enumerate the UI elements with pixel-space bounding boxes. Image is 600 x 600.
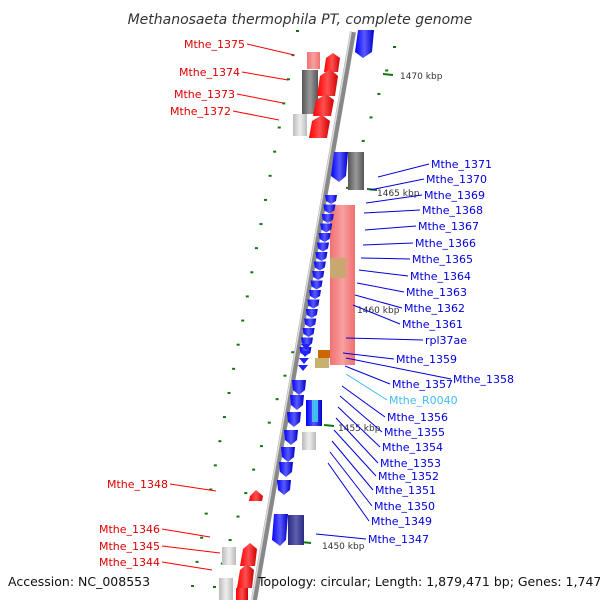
gene-arrow-small[interactable] <box>315 252 328 261</box>
gene-arrow-small[interactable] <box>323 204 336 214</box>
gene-label-mthe_1375[interactable]: Mthe_1375 <box>184 38 245 51</box>
gene-label-mthe_1364[interactable]: Mthe_1364 <box>410 270 471 283</box>
gene-label-mthe_1345[interactable]: Mthe_1345 <box>99 540 160 553</box>
gene-label-mthe_1365[interactable]: Mthe_1365 <box>412 253 473 266</box>
left-label-group: Mthe_1375 Mthe_1374 Mthe_1373 Mthe_1372 Mthe… <box>99 38 295 571</box>
genome-backbone <box>251 31 356 600</box>
gene-label-mthe_1363[interactable]: Mthe_1363 <box>406 286 467 299</box>
gene-label-mthe_1362[interactable]: Mthe_1362 <box>404 302 465 315</box>
gene-Mthe_R0040[interactable] <box>312 400 318 422</box>
gene-arrow-lower[interactable] <box>287 412 301 427</box>
gene-label-mthe_1352[interactable]: Mthe_1352 <box>378 470 439 483</box>
gene-arrow-small[interactable] <box>318 233 331 242</box>
gene-label-rpl37ae[interactable]: rpl37ae <box>425 334 467 347</box>
gene-arrow-1374[interactable] <box>317 69 338 96</box>
forward-strand-genes[interactable] <box>219 52 340 600</box>
gene-label-mthe_1367[interactable]: Mthe_1367 <box>418 220 479 233</box>
gene-arrow-1371[interactable] <box>331 152 348 182</box>
gene-arrow-small[interactable] <box>310 280 323 290</box>
gene-label-mthe_1346[interactable]: Mthe_1346 <box>99 523 160 536</box>
gene-arrow-1373[interactable] <box>313 94 334 116</box>
kbp-label-1470: 1470 kbp <box>400 72 443 82</box>
gene-label-mthe_1354[interactable]: Mthe_1354 <box>382 441 443 454</box>
gene-label-mthe_1358[interactable]: Mthe_1358 <box>453 373 514 386</box>
gene-label-mthe_1350[interactable]: Mthe_1350 <box>374 500 435 513</box>
gene-label-mthe_1371[interactable]: Mthe_1371 <box>431 158 492 171</box>
gene-label-mthe_1344[interactable]: Mthe_1344 <box>99 556 160 569</box>
gene-arrow-tiny[interactable] <box>299 358 309 364</box>
gene-arrow-lower[interactable] <box>277 480 291 495</box>
gene-Mthe_1374[interactable] <box>302 70 318 114</box>
gene-label-mthe_1366[interactable]: Mthe_1366 <box>415 237 476 250</box>
gene-Mthe_1359-block[interactable] <box>315 358 329 368</box>
gene-label-mthe_1347[interactable]: Mthe_1347 <box>368 533 429 546</box>
gene-Mthe_1372-pseudo[interactable] <box>293 114 307 136</box>
gene-label-mthe_r0040[interactable]: Mthe_R0040 <box>389 394 458 407</box>
gene-Mthe_1344[interactable] <box>219 578 233 600</box>
gene-label-mthe_1355[interactable]: Mthe_1355 <box>384 426 445 439</box>
gene-arrow-small[interactable] <box>321 214 334 223</box>
gene-label-mthe_1369[interactable]: Mthe_1369 <box>424 189 485 202</box>
gene-label-mthe_1372[interactable]: Mthe_1372 <box>170 105 231 118</box>
gene-label-mthe_1359[interactable]: Mthe_1359 <box>396 353 457 366</box>
gene-label-mthe_1353[interactable]: Mthe_1353 <box>380 457 441 470</box>
gene-label-mthe_1361[interactable]: Mthe_1361 <box>402 318 463 331</box>
gene-arrow-small[interactable] <box>302 328 315 337</box>
gene-arrow-tiny[interactable] <box>300 351 310 357</box>
gene-Mthe_1370[interactable] <box>348 152 364 190</box>
kbp-label-1465: 1465 kbp <box>377 189 420 199</box>
gene-arrow-tiny[interactable] <box>301 344 311 350</box>
gene-arrow-small[interactable] <box>309 290 321 299</box>
topology-text: Topology: circular; Length: 1,879,471 bp… <box>257 574 600 589</box>
kbp-label-1450: 1450 kbp <box>322 542 365 552</box>
gene-label-mthe_1370[interactable]: Mthe_1370 <box>426 173 487 186</box>
gene-label-mthe_1357[interactable]: Mthe_1357 <box>392 378 453 391</box>
gene-label-mthe_1373[interactable]: Mthe_1373 <box>174 88 235 101</box>
gene-Mthe_1347[interactable] <box>288 515 304 545</box>
gene-arrow-small[interactable] <box>307 299 320 309</box>
gene-arrow-1346[interactable] <box>240 543 257 566</box>
gene-arrow-1345[interactable] <box>237 564 254 588</box>
gene-label-mthe_1368[interactable]: Mthe_1368 <box>422 204 483 217</box>
gene-arrow-top[interactable] <box>355 30 374 58</box>
gene-arrow-small[interactable] <box>320 223 333 233</box>
right-label-group: Mthe_1371 Mthe_1370 Mthe_1369 Mthe_1368 Mthe… <box>315 158 514 546</box>
map-title: Methanosaeta thermophila PT, complete ge… <box>128 12 473 28</box>
gene-arrow-small[interactable] <box>317 242 329 252</box>
kbp-label-1455: 1455 kbp <box>338 424 381 434</box>
gene-arrow-1348[interactable] <box>249 490 263 501</box>
operon-block[interactable] <box>330 205 355 365</box>
gene-arrow-tiny[interactable] <box>298 365 308 371</box>
gene-label-mthe_1374[interactable]: Mthe_1374 <box>179 66 240 79</box>
gene-label-mthe_1349[interactable]: Mthe_1349 <box>371 515 432 528</box>
gene-rpl37ae-block[interactable] <box>318 350 330 358</box>
gene-arrow-lower[interactable] <box>284 430 298 445</box>
gene-arrow-lower[interactable] <box>281 447 295 462</box>
gene-arrow-1375[interactable] <box>324 53 340 72</box>
gene-arrow-small[interactable] <box>305 309 318 318</box>
gene-Mthe_1375[interactable] <box>307 52 320 69</box>
gene-Mthe_1353[interactable] <box>302 432 316 450</box>
gene-arrow-lower[interactable] <box>279 462 293 477</box>
gene-arrow-small[interactable] <box>304 318 317 328</box>
gene-Mthe_1364-block[interactable] <box>330 258 346 278</box>
gene-label-mthe_1351[interactable]: Mthe_1351 <box>375 484 436 497</box>
gene-Mthe_1346[interactable] <box>222 547 236 565</box>
gene-label-mthe_1356[interactable]: Mthe_1356 <box>387 411 448 424</box>
kbp-label-1460: 1460 kbp <box>357 306 400 316</box>
gene-arrow-lower[interactable] <box>292 380 306 395</box>
gene-arrow-lower[interactable] <box>290 395 304 410</box>
gene-arrow-1349[interactable] <box>272 514 288 546</box>
gene-arrow-small[interactable] <box>325 195 337 204</box>
genome-backbone-highlight <box>251 31 352 600</box>
gene-arrow-1372[interactable] <box>309 115 330 138</box>
gene-arrow-small[interactable] <box>313 261 326 271</box>
gene-arrow-small[interactable] <box>312 271 325 280</box>
accession-text: Accession: NC_008553 <box>8 574 150 589</box>
gene-label-mthe_1348[interactable]: Mthe_1348 <box>107 478 168 491</box>
gene-arrow-1344[interactable] <box>236 588 248 600</box>
